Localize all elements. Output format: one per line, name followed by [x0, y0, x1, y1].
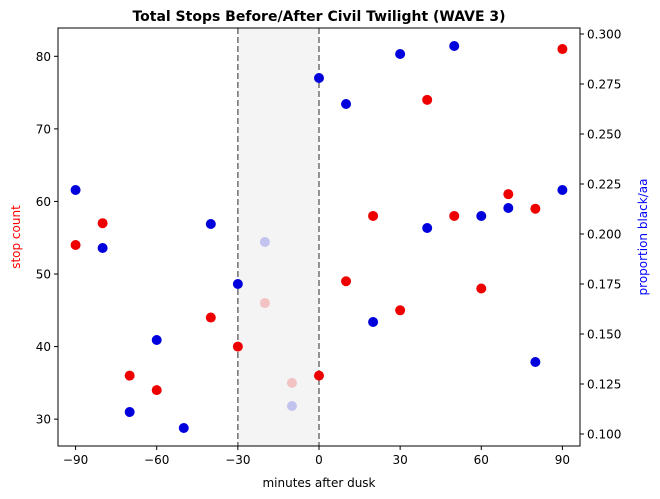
stop-count-point	[232, 341, 243, 352]
stop-count-point	[449, 210, 460, 221]
y-left-tick-label: 70	[36, 122, 51, 136]
stop-count-point	[530, 203, 541, 214]
proportion-point	[449, 41, 460, 51]
proportion-point	[70, 185, 81, 195]
x-tick-label: −90	[63, 453, 88, 467]
twilight-band	[237, 28, 319, 446]
stop-count-point	[368, 210, 379, 221]
stop-count-point	[476, 283, 487, 294]
proportion-point	[97, 243, 108, 253]
proportion-point	[422, 223, 433, 233]
proportion-point	[368, 317, 379, 327]
y-left-tick-label: 80	[36, 50, 51, 64]
stop-count-point	[422, 94, 433, 105]
y-right-tick-label: 0.275	[587, 78, 621, 92]
y-left-tick-label: 50	[36, 268, 51, 282]
y-right-tick-label: 0.175	[587, 278, 621, 292]
x-tick-label: 60	[474, 453, 489, 467]
proportion-point	[476, 211, 487, 221]
chart-title: Total Stops Before/After Civil Twilight …	[132, 9, 505, 25]
y-right-tick-label: 0.125	[587, 378, 621, 392]
x-tick-label: −60	[144, 453, 169, 467]
y-right-tick-label: 0.200	[587, 228, 621, 242]
x-tick-label: 90	[555, 453, 570, 467]
faded-proportion-point	[286, 401, 297, 411]
proportion-point	[503, 203, 514, 213]
x-axis-label: minutes after dusk	[262, 476, 375, 490]
proportion-point	[232, 279, 243, 289]
y-right-tick-label: 0.250	[587, 128, 621, 142]
proportion-point	[530, 357, 541, 367]
proportion-point	[205, 219, 216, 229]
x-tick-label: 0	[315, 453, 323, 467]
y-left-tick-label: 60	[36, 195, 51, 209]
proportion-point	[341, 99, 352, 109]
stop-count-point	[503, 189, 514, 200]
proportion-point	[314, 73, 324, 83]
proportion-point	[178, 423, 189, 433]
stop-count-point	[70, 239, 81, 250]
y-left-tick-label: 30	[36, 413, 51, 427]
stop-count-point	[341, 276, 352, 287]
faded-proportion-point	[259, 237, 270, 247]
stop-count-point	[97, 218, 108, 229]
faded-stop-count-point	[286, 377, 297, 388]
y-right-tick-label: 0.100	[587, 428, 621, 442]
y-left-tick-label: 40	[36, 340, 51, 354]
stop-count-point	[151, 385, 162, 396]
stop-count-point	[124, 370, 135, 381]
y-right-tick-label: 0.300	[587, 28, 621, 42]
proportion-point	[395, 49, 406, 59]
x-tick-label: −30	[225, 453, 250, 467]
faded-stop-count-point	[259, 298, 270, 309]
stop-count-point	[395, 305, 406, 316]
y-axis-right-label: proportion black/aa	[636, 179, 650, 296]
proportion-point	[151, 335, 162, 345]
proportion-point	[124, 407, 135, 417]
x-tick-label: 30	[392, 453, 407, 467]
y-right-tick-label: 0.225	[587, 178, 621, 192]
stop-count-point	[557, 44, 568, 55]
y-axis-left-label: stop count	[9, 205, 23, 269]
proportion-point	[557, 185, 568, 195]
stop-count-point	[205, 312, 216, 323]
stop-count-point	[314, 370, 324, 381]
y-right-tick-label: 0.150	[587, 328, 621, 342]
